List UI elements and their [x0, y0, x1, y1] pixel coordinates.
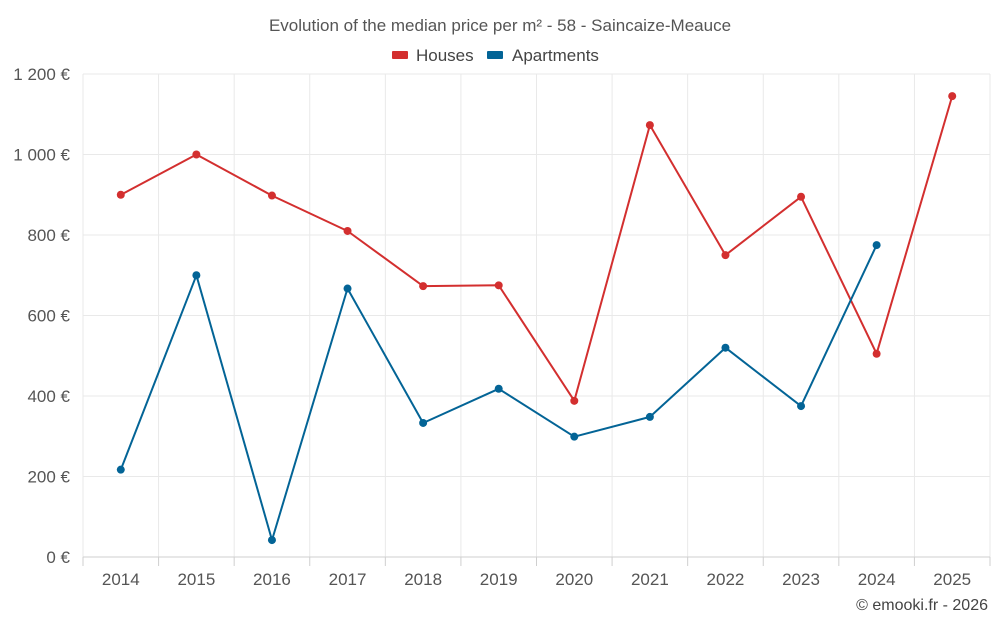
legend-item-houses[interactable]: Houses [392, 46, 474, 65]
y-tick-label: 1 000 € [13, 146, 70, 165]
chart-title: Evolution of the median price per m² - 5… [269, 16, 731, 35]
y-tick-label: 800 € [27, 226, 70, 245]
x-axis: 2014 2015 2016 2017 2018 2019 2020 2021 2022 2023… [82, 556, 991, 589]
x-tick-label: 2016 [253, 570, 291, 589]
x-tick-label: 2014 [102, 570, 140, 589]
data-point-apartments[interactable] [494, 384, 503, 393]
x-tick-label: 2019 [480, 570, 518, 589]
data-point-apartments[interactable] [570, 432, 579, 441]
x-tick-label: 2022 [707, 570, 745, 589]
x-tick-label: 2018 [404, 570, 442, 589]
legend-item-apartments[interactable]: Apartments [487, 46, 599, 65]
data-point-apartments[interactable] [872, 241, 881, 250]
data-point-houses[interactable] [343, 226, 352, 235]
x-tick-label: 2015 [177, 570, 215, 589]
data-point-houses[interactable] [721, 251, 730, 260]
legend-swatch-houses [392, 51, 408, 59]
y-tick-label: 0 € [46, 548, 70, 567]
series-apartments [116, 241, 881, 545]
data-point-apartments[interactable] [645, 412, 654, 421]
y-tick-label: 1 200 € [13, 65, 70, 84]
data-point-houses[interactable] [116, 190, 125, 199]
data-point-houses[interactable] [645, 121, 654, 130]
legend-swatch-apartments [487, 51, 503, 59]
data-point-apartments[interactable] [419, 418, 428, 427]
x-tick-label: 2024 [858, 570, 896, 589]
data-point-apartments[interactable] [797, 402, 806, 411]
y-tick-label: 400 € [27, 387, 70, 406]
credit: © emooki.fr - 2026 [856, 597, 988, 614]
legend-label-apartments: Apartments [512, 46, 599, 65]
data-point-houses[interactable] [192, 150, 201, 159]
data-point-apartments[interactable] [116, 465, 125, 474]
y-tick-label: 600 € [27, 307, 70, 326]
x-tick-label: 2020 [555, 570, 593, 589]
y-axis: 0 € 200 € 400 € 600 € 800 € 1 000 € 1 200 € [13, 65, 70, 567]
series-houses [116, 92, 957, 405]
data-point-apartments[interactable] [192, 271, 201, 280]
data-point-houses[interactable] [570, 396, 579, 405]
legend: Houses Apartments [392, 46, 599, 65]
data-point-apartments[interactable] [343, 284, 352, 293]
series-layer [116, 92, 957, 545]
grid [82, 73, 991, 557]
x-tick-label: 2021 [631, 570, 669, 589]
y-tick-label: 200 € [27, 468, 70, 487]
data-point-houses[interactable] [494, 281, 503, 290]
data-point-houses[interactable] [267, 191, 276, 200]
data-point-apartments[interactable] [721, 343, 730, 352]
legend-label-houses: Houses [416, 46, 474, 65]
x-tick-label: 2025 [933, 570, 971, 589]
data-point-houses[interactable] [419, 282, 428, 291]
series-line-houses [120, 95, 954, 402]
data-point-houses[interactable] [948, 92, 957, 101]
data-point-houses[interactable] [872, 349, 881, 358]
data-point-apartments[interactable] [267, 536, 276, 545]
x-tick-label: 2023 [782, 570, 820, 589]
data-point-houses[interactable] [797, 192, 806, 201]
x-tick-label: 2017 [329, 570, 367, 589]
